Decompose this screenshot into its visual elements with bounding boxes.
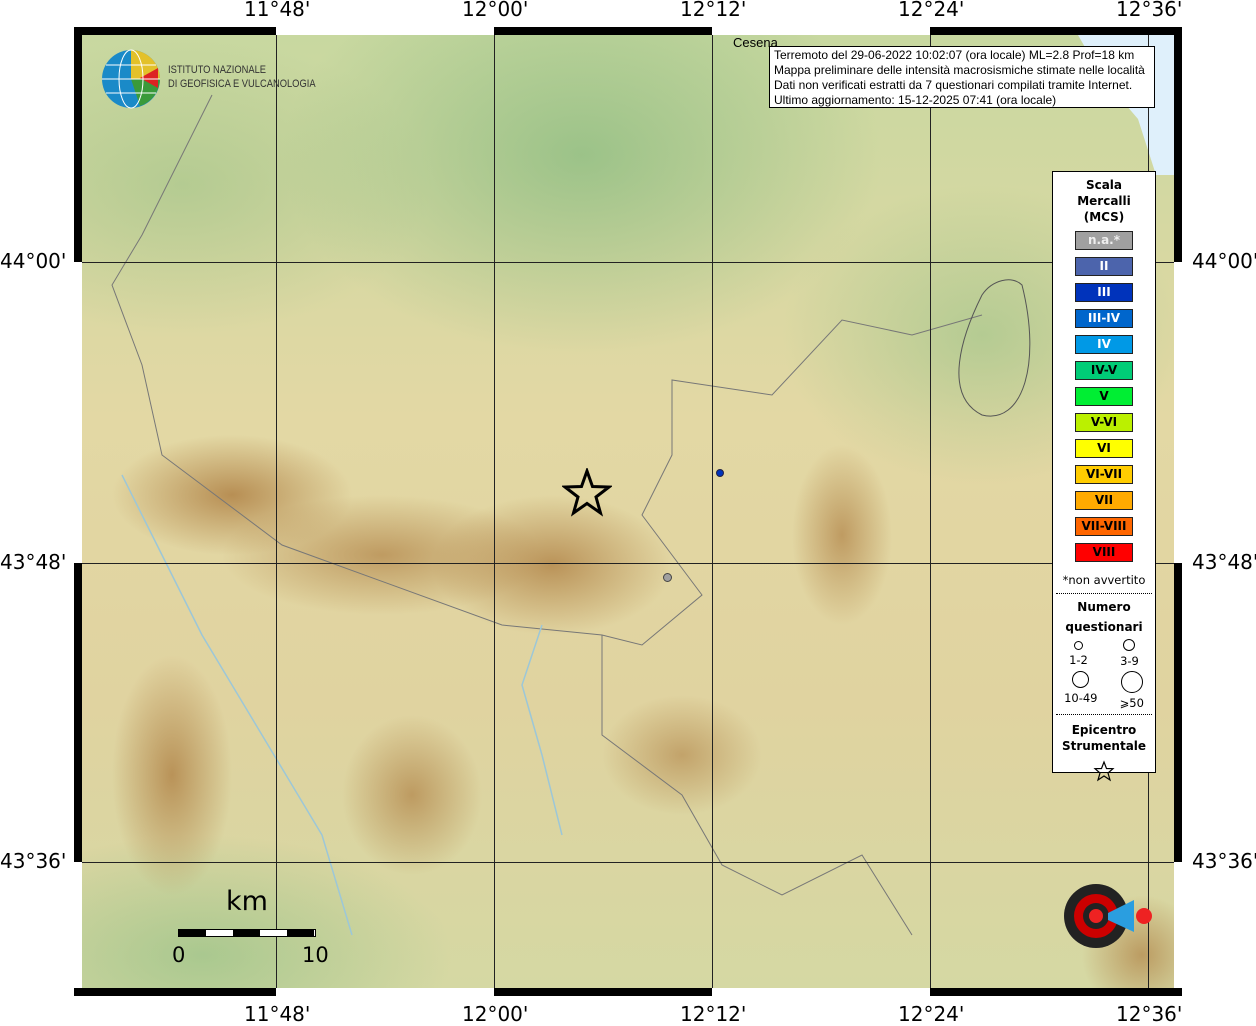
- haisentito-logo: [1064, 884, 1152, 948]
- intensity-point[interactable]: [663, 573, 672, 582]
- info-line: Ultimo aggiornamento: 15-12-2025 07:41 (…: [774, 93, 1057, 107]
- lon-label: 12°00': [462, 1002, 529, 1026]
- lat-label: 44°00': [1192, 249, 1256, 273]
- lon-label: 12°24': [898, 0, 965, 21]
- legend-swatch-v: V: [1075, 387, 1133, 406]
- count-size-4: ⩾50: [1120, 671, 1144, 710]
- ingv-logo-text: ISTITUTO NAZIONALE DI GEOFISICA E VULCAN…: [168, 63, 316, 91]
- count-size-2: 3-9: [1120, 639, 1139, 668]
- count-label: 1-2: [1069, 653, 1088, 667]
- count-label: ⩾50: [1119, 696, 1144, 710]
- legend-swatch-vi: VI: [1075, 439, 1133, 458]
- legend-swatch-viiviii: VII-VIII: [1075, 517, 1133, 536]
- admin-boundary: [601, 635, 913, 936]
- terrain-map[interactable]: [82, 35, 1174, 988]
- river: [121, 474, 353, 936]
- info-line: Mappa preliminare delle intensità macros…: [774, 63, 1145, 77]
- lon-label: 11°48': [244, 0, 311, 21]
- legend-star-icon: [1093, 760, 1115, 782]
- admin-boundary: [111, 94, 983, 646]
- legend-title: (MCS): [1083, 210, 1125, 224]
- lon-label: 12°12': [680, 1002, 747, 1026]
- legend-swatch-iv: IV: [1075, 335, 1133, 354]
- boundaries: [111, 94, 1031, 936]
- event-info-box: Terremoto del 29-06-2022 10:02:07 (ora l…: [769, 46, 1155, 108]
- legend-epi-title: Strumentale: [1061, 739, 1147, 753]
- mercalli-legend: Scala Mercalli (MCS) n.a.* II III III-IV IV I…: [1052, 171, 1156, 782]
- lat-label: 43°48': [1192, 550, 1256, 574]
- legend-swatch-vvi: V-VI: [1075, 413, 1133, 432]
- grid-line: [494, 35, 495, 988]
- place-label-cesena: Cesena: [733, 35, 778, 50]
- lake-boundary: [958, 279, 1031, 417]
- legend-swatch-na: n.a.*: [1075, 231, 1133, 250]
- info-line: Dati non verificati estratti da 7 questi…: [774, 78, 1133, 92]
- legend-count-title: Numero: [1077, 600, 1131, 614]
- intensity-point[interactable]: [716, 469, 724, 477]
- frame-tick: [1174, 262, 1182, 563]
- lat-label: 43°36': [0, 849, 67, 873]
- lon-label: 11°48': [244, 1002, 311, 1026]
- count-size-1: 1-2: [1069, 639, 1088, 668]
- legend-swatch-vivii: VI-VII: [1075, 465, 1133, 484]
- logo-line: DI GEOFISICA E VULCANOLOGIA: [168, 78, 316, 90]
- frame-tick: [74, 262, 82, 563]
- ingv-globe-logo: [102, 49, 160, 109]
- lon-label: 12°24': [898, 1002, 965, 1026]
- legend-swatch-ivv: IV-V: [1075, 361, 1133, 380]
- grid-line: [82, 862, 1174, 863]
- legend-count-title: questionari: [1065, 620, 1143, 634]
- legend-epi-title: Epicentro: [1071, 723, 1137, 737]
- grid-line: [276, 35, 277, 988]
- lat-label: 43°48': [0, 550, 67, 574]
- lat-label: 44°00': [0, 249, 67, 273]
- river: [521, 624, 563, 836]
- grid-line: [82, 563, 1174, 564]
- logo-line: ISTITUTO NAZIONALE: [168, 64, 267, 76]
- scale-bar: [178, 929, 316, 937]
- info-line: Terremoto del 29-06-2022 10:02:07 (ora l…: [774, 48, 1135, 62]
- lon-label: 12°36': [1116, 1002, 1183, 1026]
- legend-note: *non avvertito: [1062, 573, 1146, 587]
- legend-swatch-iii: III: [1075, 283, 1133, 302]
- legend-title: Mercalli: [1077, 194, 1131, 208]
- epicenter-star-icon[interactable]: [562, 468, 612, 518]
- legend-swatch-ii: II: [1075, 257, 1133, 276]
- legend-swatch-viii: VIII: [1075, 543, 1133, 562]
- scale-end: 10: [302, 943, 329, 967]
- lat-label: 43°36': [1192, 849, 1256, 873]
- frame-tick: [276, 988, 494, 996]
- frame-tick: [1174, 862, 1182, 988]
- lon-label: 12°12': [680, 0, 747, 21]
- legend-swatch-vii: VII: [1075, 491, 1133, 510]
- frame-tick: [74, 862, 82, 988]
- count-label: 3-9: [1120, 654, 1139, 668]
- frame-tick: [712, 27, 930, 35]
- grid-line: [712, 35, 713, 988]
- frame-tick: [712, 988, 930, 996]
- lon-label: 12°36': [1116, 0, 1183, 21]
- scale-unit: km: [226, 886, 268, 917]
- count-size-3: 10-49: [1064, 671, 1097, 710]
- legend-title: Scala: [1085, 178, 1123, 192]
- frame-tick: [276, 27, 494, 35]
- grid-line: [82, 262, 1174, 263]
- scale-start: 0: [172, 943, 186, 967]
- grid-line: [930, 35, 931, 988]
- legend-swatch-iiiiv: III-IV: [1075, 309, 1133, 328]
- lon-label: 12°00': [462, 0, 529, 21]
- count-label: 10-49: [1064, 691, 1098, 705]
